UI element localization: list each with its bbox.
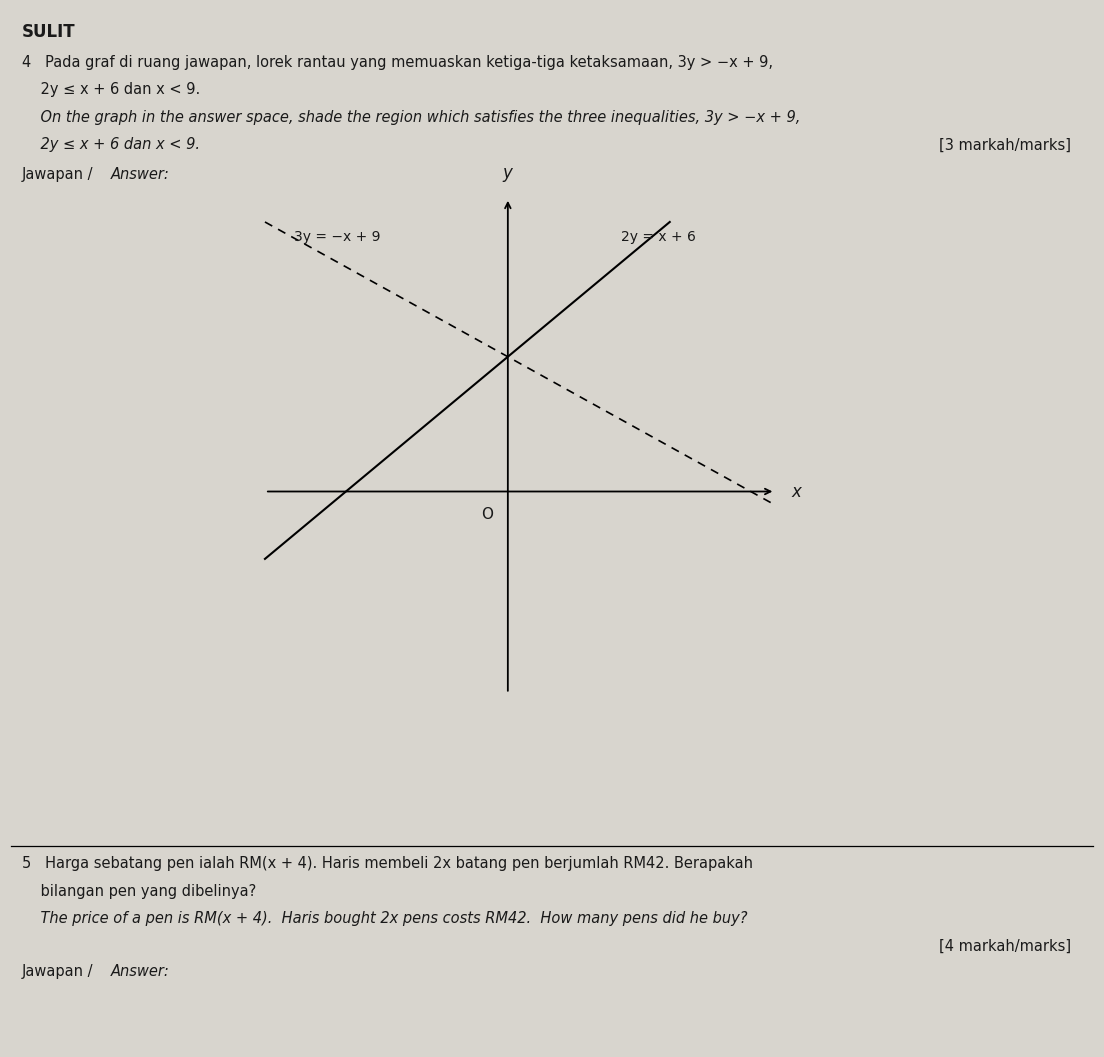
Text: O: O <box>481 507 493 522</box>
Text: SULIT: SULIT <box>22 23 76 41</box>
Text: [3 markah/marks]: [3 markah/marks] <box>938 137 1071 152</box>
Text: Answer:: Answer: <box>110 964 169 979</box>
Text: The price of a pen is RM(x + 4).  Haris bought 2x pens costs RM42.  How many pen: The price of a pen is RM(x + 4). Haris b… <box>22 911 747 926</box>
Text: [4 markah/marks]: [4 markah/marks] <box>938 939 1071 953</box>
Text: Jawapan /: Jawapan / <box>22 964 98 979</box>
Text: x: x <box>792 482 802 501</box>
Text: 2y ≤ x + 6 dan x < 9.: 2y ≤ x + 6 dan x < 9. <box>22 82 200 97</box>
Text: bilangan pen yang dibelinya?: bilangan pen yang dibelinya? <box>22 884 256 898</box>
Text: 2y = x + 6: 2y = x + 6 <box>622 230 696 244</box>
Text: 2y ≤ x + 6 dan x < 9.: 2y ≤ x + 6 dan x < 9. <box>22 137 200 152</box>
Text: 3y = −x + 9: 3y = −x + 9 <box>295 230 381 244</box>
Text: On the graph in the answer space, shade the region which satisfies the three ine: On the graph in the answer space, shade … <box>22 110 800 125</box>
Text: Jawapan /: Jawapan / <box>22 167 98 182</box>
Text: 5   Harga sebatang pen ialah RM(x + 4). Haris membeli 2x batang pen berjumlah RM: 5 Harga sebatang pen ialah RM(x + 4). Ha… <box>22 856 753 871</box>
Text: Answer:: Answer: <box>110 167 169 182</box>
Text: y: y <box>503 164 512 182</box>
Text: 4   Pada graf di ruang jawapan, lorek rantau yang memuaskan ketiga-tiga ketaksam: 4 Pada graf di ruang jawapan, lorek rant… <box>22 55 773 70</box>
